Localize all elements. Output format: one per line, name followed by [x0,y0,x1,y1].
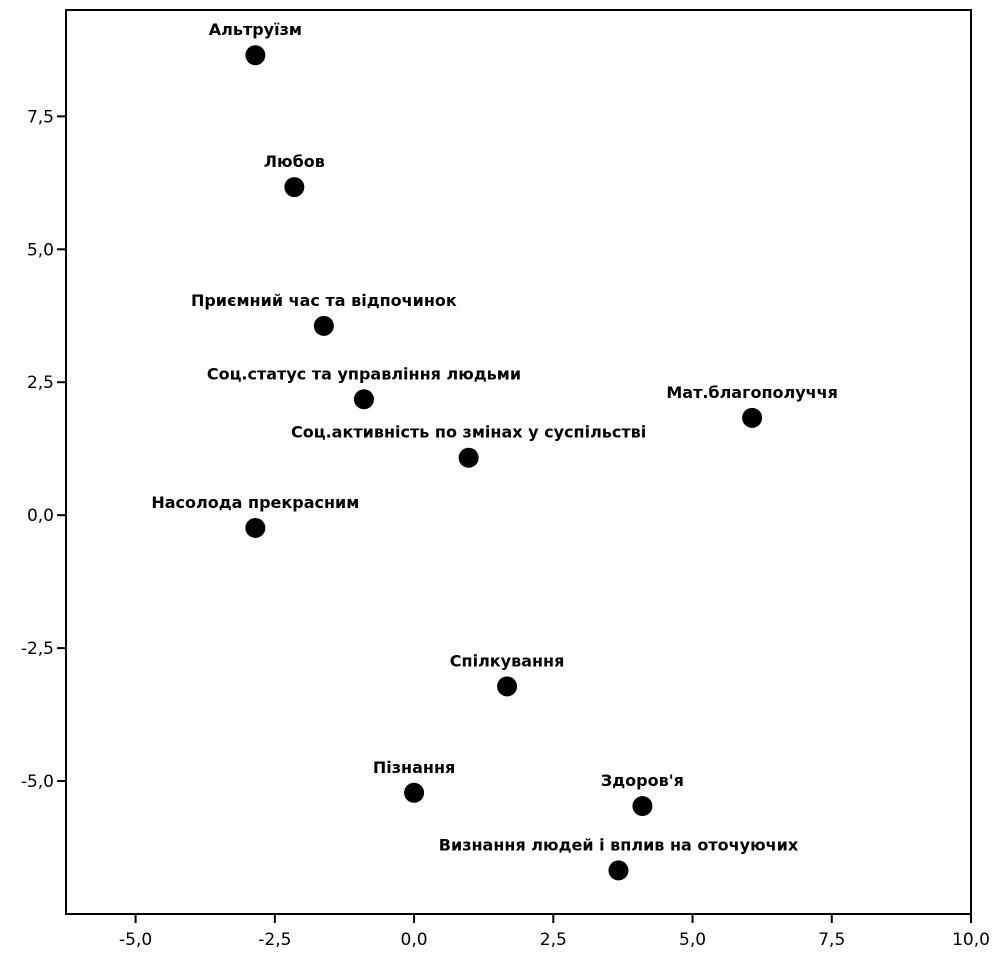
y-tick-label: 5,0 [27,240,54,260]
x-axis: -5,0 -2,5 0,0 2,5 5,0 7,5 10,0 [119,914,990,950]
y-tick-label: 0,0 [27,506,54,526]
y-tick-label: -5,0 [21,772,54,792]
data-point-label: Спілкування [450,651,565,670]
y-tick-label: 7,5 [27,107,54,127]
data-point [245,517,266,538]
x-tick-label: 10,0 [952,930,990,950]
x-tick-label: 7,5 [818,930,845,950]
data-point-label: Мат.благополуччя [666,383,838,402]
data-point [404,782,425,803]
data-point-label: Визнання людей і вплив на оточуючих [439,835,799,854]
y-axis: -5,0 -2,5 0,0 2,5 5,0 7,5 [21,107,66,792]
y-tick-label: -2,5 [21,639,54,659]
data-point-label: Пізнання [373,758,455,777]
data-point [458,447,479,468]
data-point-label: Приємний час та відпочинок [191,291,457,310]
data-point-label: Альтруїзм [209,20,302,39]
x-tick-label: -5,0 [119,930,152,950]
data-point [632,796,653,817]
x-tick-label: 2,5 [540,930,567,950]
data-point [497,676,518,697]
data-points: Альтруїзм Любов Приємний час та відпочинок… [151,20,838,881]
data-point-label: Соц.активність по змінах у суспільстві [291,423,646,442]
data-point [284,177,305,198]
x-tick-label: 0,0 [401,930,428,950]
data-point-label: Насолода прекрасним [151,493,359,512]
x-tick-label: -2,5 [258,930,291,950]
data-point [353,389,374,410]
x-tick-label: 5,0 [679,930,706,950]
y-tick-label: 2,5 [27,373,54,393]
data-point [245,45,266,66]
data-point-label: Здоров'я [601,771,684,790]
plot-area-frame [65,9,972,915]
data-point [742,407,763,428]
data-point [608,860,629,881]
data-point-label: Любов [264,152,325,171]
data-point-label: Соц.статус та управління людьми [207,364,521,383]
data-point [313,315,334,336]
